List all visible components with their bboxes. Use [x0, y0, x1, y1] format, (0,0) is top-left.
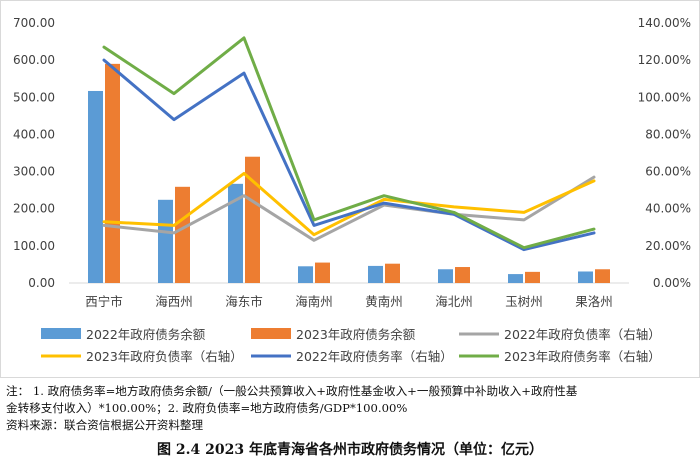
- figure-caption: 图 2.4 2023 年底青海省各州市政府债务情况（单位：亿元）: [157, 442, 543, 458]
- bar-2022-7: [578, 271, 593, 283]
- y-right-tick-label: 140.00%: [638, 16, 691, 30]
- x-tick-label: 海北州: [435, 294, 473, 309]
- legend-label: 2023年政府负债率（右轴）: [86, 349, 243, 364]
- x-tick-label: 海南州: [295, 294, 333, 309]
- x-tick-label: 西宁市: [85, 294, 123, 309]
- bar-2022-2: [228, 183, 243, 283]
- bar-2022-6: [508, 274, 523, 283]
- y-right-tick-label: 40.00%: [645, 202, 691, 216]
- bar-2022-3: [298, 266, 313, 283]
- x-tick-label: 海东市: [225, 294, 263, 309]
- bar-2022-4: [368, 265, 383, 283]
- bar-2023-5: [455, 267, 470, 283]
- bar-2023-6: [525, 271, 540, 283]
- x-tick-label: 玉树州: [505, 294, 543, 309]
- x-tick-label: 黄南州: [365, 294, 403, 309]
- bar-2023-2: [245, 156, 260, 283]
- x-tick-label: 果洛州: [575, 294, 613, 309]
- source-line: 资料来源：联合资信根据公开资料整理: [6, 418, 204, 432]
- line-series-2: [102, 58, 596, 252]
- y-right-tick-label: 80.00%: [645, 127, 691, 141]
- bar-2023-3: [315, 262, 330, 283]
- y-left-tick-label: 500.00: [13, 90, 55, 104]
- legend-label: 2022年政府债务余额: [86, 327, 206, 342]
- x-tick-label: 海西州: [155, 294, 193, 309]
- y-right-tick-label: 60.00%: [645, 165, 691, 179]
- note-line-1: 注： 1. 政府债务率=地方政府债务余额/（一般公共预算收入+政府性基金收入+一…: [6, 384, 578, 398]
- bar-2023-4: [385, 263, 400, 283]
- bar-2023-7: [595, 269, 610, 283]
- note-line-2: 金转移支付收入）*100.00%；2. 政府负债率=地方政府债务/GDP*100…: [6, 401, 408, 415]
- bar-2023-0: [105, 63, 120, 283]
- legend-label: 2022年政府债务率（右轴）: [296, 349, 453, 364]
- y-right-tick-label: 20.00%: [645, 239, 691, 253]
- bar-2022-0: [88, 90, 103, 283]
- y-left-tick-label: 600.00: [13, 53, 55, 67]
- legend-swatch: [41, 328, 81, 339]
- y-left-tick-label: 100.00: [13, 239, 55, 253]
- y-left-tick-label: 300.00: [13, 165, 55, 179]
- debt-chart: 0.00 100.00 200.00 300.00 400.00 500.00 600.00…: [13, 16, 691, 364]
- y-left-tick-label: 400.00: [13, 127, 55, 141]
- bar-2022-1: [158, 199, 173, 283]
- bar-2023-1: [175, 186, 190, 283]
- legend-label: 2022年政府负债率（右轴）: [504, 327, 661, 342]
- y-right-tick-label: 0.00%: [653, 276, 691, 290]
- y-left-tick-label: 0.00: [28, 276, 55, 290]
- legend-label: 2023年政府债务率（右轴）: [504, 349, 661, 364]
- legend-label: 2023年政府债务余额: [296, 327, 416, 342]
- chart-frame: 0.00 100.00 200.00 300.00 400.00 500.00 600.00…: [0, 0, 700, 378]
- y-left-tick-label: 200.00: [13, 202, 55, 216]
- bar-2022-5: [438, 269, 453, 283]
- legend-swatch: [251, 328, 291, 339]
- line-series-0: [102, 175, 596, 242]
- y-left-tick-label: 700.00: [13, 16, 55, 30]
- line-series-3: [102, 36, 596, 250]
- y-right-tick-label: 120.00%: [638, 53, 691, 67]
- y-right-tick-label: 100.00%: [638, 90, 691, 104]
- notes-block: 注： 1. 政府债务率=地方政府债务余额/（一般公共预算收入+政府性基金收入+一…: [6, 383, 696, 434]
- line-series-1: [102, 171, 596, 237]
